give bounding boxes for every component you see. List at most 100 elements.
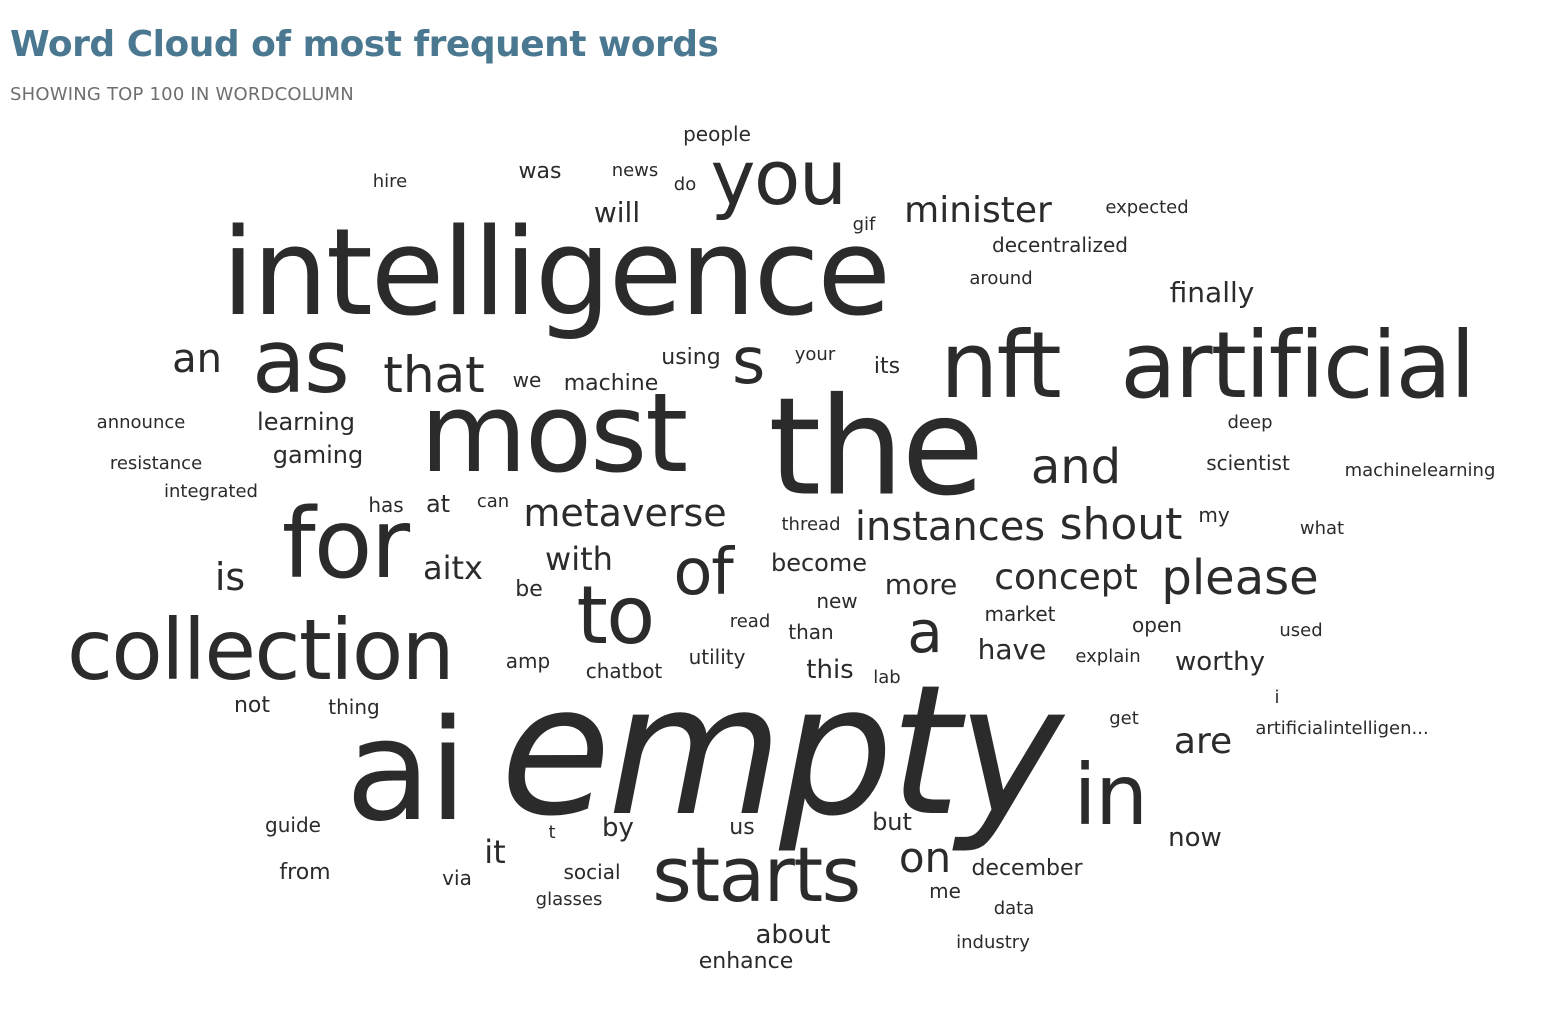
word-item: people — [683, 122, 751, 146]
word-item: on — [898, 833, 952, 882]
word-item: most — [419, 369, 688, 497]
word-item: has — [368, 493, 404, 517]
word-item: announce — [96, 412, 186, 433]
word-item: machinelearning — [1344, 460, 1496, 481]
word-item: worthy — [1175, 647, 1265, 677]
word-item: scientist — [1206, 451, 1290, 475]
word-item: become — [770, 549, 868, 577]
word-item: as — [251, 310, 350, 413]
word-item: please — [1161, 550, 1319, 606]
word-item: starts — [652, 830, 861, 919]
word-item: not — [233, 693, 271, 718]
word-item: machine — [563, 371, 659, 396]
word-item: of — [673, 536, 733, 610]
word-item: market — [984, 602, 1056, 626]
word-item: expected — [1105, 197, 1189, 218]
word-item: collection — [66, 601, 455, 699]
word-item: nft — [940, 312, 1061, 419]
word-item: chatbot — [585, 659, 663, 683]
word-item: for — [281, 488, 410, 600]
word-item: this — [806, 655, 854, 685]
word-item: get — [1109, 708, 1139, 729]
word-item: learning — [257, 408, 355, 436]
word-item: and — [1030, 439, 1122, 495]
word-item: more — [884, 568, 958, 601]
word-item: utility — [688, 645, 746, 669]
word-item: lab — [873, 667, 901, 688]
word-item: to — [576, 569, 655, 662]
word-item: from — [279, 860, 331, 885]
word-item: can — [476, 491, 510, 512]
word-item: open — [1132, 613, 1182, 637]
word-item: minister — [904, 190, 1052, 231]
word-item: data — [993, 898, 1035, 919]
word-item: around — [969, 268, 1033, 289]
word-item: social — [563, 860, 621, 884]
word-item: intelligence — [221, 204, 891, 343]
word-item: will — [593, 196, 641, 229]
word-item: is — [214, 555, 246, 599]
word-item: thread — [781, 514, 841, 535]
word-item: aitx — [423, 549, 483, 587]
chart-title: Word Cloud of most frequent words — [10, 24, 719, 65]
word-item: by — [602, 813, 634, 843]
word-item: guide — [265, 813, 321, 837]
word-item: industry — [956, 932, 1030, 953]
word-item: about — [755, 920, 831, 950]
word-item: finally — [1169, 276, 1255, 309]
word-item: ai — [345, 690, 467, 853]
word-item: s — [731, 325, 765, 399]
word-item: new — [816, 589, 858, 613]
word-item: its — [873, 354, 901, 379]
word-item: integrated — [164, 481, 258, 502]
word-item: via — [442, 866, 472, 890]
word-item: an — [172, 336, 222, 382]
word-item: thing — [328, 695, 380, 719]
word-item: but — [872, 808, 912, 836]
word-item: it — [484, 833, 506, 871]
word-item: with — [545, 540, 613, 578]
word-item: decentralized — [992, 233, 1128, 257]
word-item: at — [425, 490, 451, 518]
word-item: shout — [1059, 499, 1183, 550]
word-item: you — [710, 133, 847, 222]
word-item: your — [794, 344, 836, 365]
word-item: the — [768, 368, 984, 526]
word-item: using — [661, 345, 721, 370]
word-item: amp — [505, 649, 551, 673]
word-item: used — [1279, 620, 1323, 641]
word-item: december — [971, 856, 1083, 881]
word-item: empty — [500, 647, 1063, 856]
word-item: my — [1198, 503, 1230, 527]
word-item: was — [518, 159, 562, 184]
word-item: have — [977, 633, 1047, 666]
word-item: me — [929, 879, 961, 903]
word-item: read — [729, 611, 771, 632]
word-item: t — [548, 822, 556, 843]
word-item: metaverse — [523, 491, 727, 535]
word-item: hire — [372, 171, 408, 192]
word-item: instances — [854, 504, 1046, 550]
word-item: news — [611, 160, 659, 181]
word-item: enhance — [698, 949, 794, 974]
word-item: in — [1073, 746, 1148, 844]
word-item: are — [1173, 721, 1233, 762]
word-item: than — [788, 620, 834, 644]
word-item: now — [1168, 823, 1222, 853]
word-item: artificialintelligen... — [1255, 718, 1429, 739]
word-item: be — [515, 577, 543, 602]
chart-subtitle: SHOWING TOP 100 IN WORDCOLUMN — [10, 84, 354, 105]
word-item: explain — [1075, 646, 1141, 667]
word-item: deep — [1227, 412, 1273, 433]
word-item: us — [729, 815, 755, 840]
word-item: a — [907, 598, 943, 666]
word-item: resistance — [109, 453, 203, 474]
word-item: we — [512, 368, 542, 392]
word-item: do — [673, 174, 697, 195]
word-item: gif — [852, 214, 876, 235]
word-item: i — [1274, 687, 1280, 708]
word-item: concept — [994, 557, 1138, 598]
word-item: artificial — [1120, 312, 1475, 419]
word-item: what — [1299, 518, 1345, 539]
